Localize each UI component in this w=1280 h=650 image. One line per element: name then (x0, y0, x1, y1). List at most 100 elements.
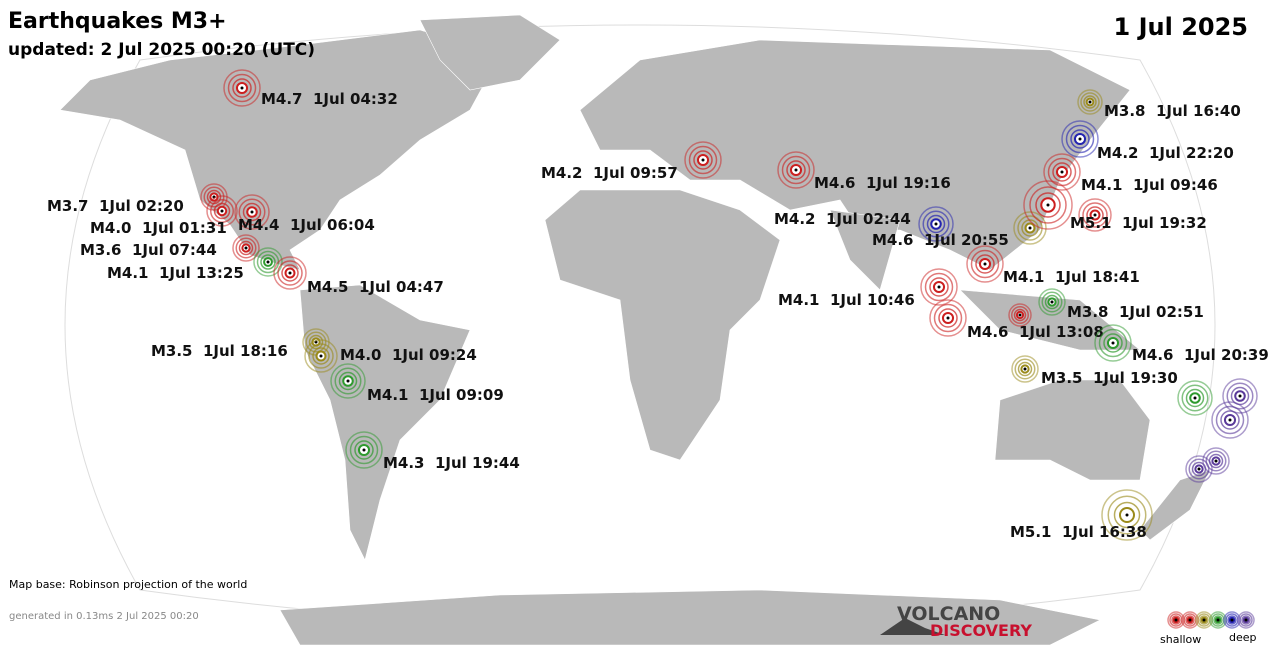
quake-marker (1101, 489, 1153, 541)
marker-ring (1101, 489, 1153, 541)
marker-ring (1107, 495, 1147, 535)
quake-marker (1222, 378, 1258, 414)
quake-marker (330, 363, 366, 399)
marker-ring (253, 247, 283, 277)
marker-ring (330, 363, 366, 399)
marker-ring (970, 249, 1000, 279)
marker-ring (1008, 303, 1032, 327)
marker-ring (232, 234, 260, 262)
marker-ring (354, 440, 374, 460)
quake-label: M4.6 1Jul 20:39 (1132, 346, 1269, 364)
marker-ring (1094, 324, 1132, 362)
marker-ring (234, 194, 270, 230)
marker-dot (1093, 213, 1097, 217)
quake-label: M4.0 1Jul 01:31 (90, 219, 227, 237)
marker-ring (1222, 378, 1258, 414)
marker-ring (281, 264, 299, 282)
quake-marker (918, 206, 954, 242)
continents (59, 14, 1211, 646)
quake-marker (223, 69, 261, 107)
marker-dot (1050, 300, 1054, 304)
marker-ring (1035, 192, 1061, 218)
marker-dot (1023, 367, 1027, 371)
marker-ring (1014, 358, 1036, 380)
updated: updated: 2 Jul 2025 00:20 (UTC) (8, 40, 315, 60)
marker-ring (334, 367, 362, 395)
marker-ring (1080, 92, 1100, 112)
quake-label: M4.3 1Jul 19:44 (383, 454, 520, 472)
quake-marker (920, 268, 958, 306)
marker-ring (1070, 129, 1090, 149)
quake-marker (1094, 324, 1132, 362)
quake-marker (206, 195, 238, 227)
marker-dot (1230, 618, 1234, 622)
marker-ring (1044, 294, 1060, 310)
quake-label: M4.6 1Jul 13:08 (967, 323, 1104, 341)
marker-ring (338, 371, 358, 391)
marker-ring (273, 256, 307, 290)
quake-marker (304, 339, 338, 373)
marker-ring (1029, 186, 1067, 224)
marker-ring (304, 339, 338, 373)
quake-marker (1185, 455, 1213, 483)
marker-ring (206, 195, 238, 227)
marker-ring (1083, 95, 1097, 109)
marker-ring (781, 155, 811, 185)
marker-ring (1241, 615, 1251, 625)
marker-ring (1041, 291, 1063, 313)
marker-ring (1185, 615, 1195, 625)
marker-dot (288, 271, 292, 275)
marker-ring (933, 303, 963, 333)
quake-marker (1011, 355, 1039, 383)
map-base-note: Map base: Robinson projection of the wor… (9, 578, 247, 591)
marker-dot (1018, 313, 1022, 317)
marker-dot (1046, 203, 1050, 207)
logo-line2: DISCOVERY (930, 621, 1032, 640)
marker-ring (349, 435, 379, 465)
marker-ring (966, 245, 1004, 283)
marker-ring (1077, 89, 1103, 115)
marker-ring (786, 160, 806, 180)
quake-marker (1177, 380, 1213, 416)
marker-ring (1013, 211, 1047, 245)
logo-icon (880, 618, 945, 635)
marker-dot (1188, 618, 1192, 622)
quake-marker (1202, 447, 1230, 475)
marker-ring (1239, 613, 1253, 627)
marker-ring (920, 268, 958, 306)
marker-dot (1125, 513, 1129, 517)
marker-ring (1061, 120, 1099, 158)
marker-ring (277, 260, 303, 286)
marker-ring (210, 199, 234, 223)
marker-dot (346, 379, 350, 383)
quake-label: M4.7 1Jul 04:32 (261, 90, 398, 108)
marker-dot (1214, 459, 1218, 463)
quake-marker (1211, 401, 1249, 439)
marker-ring (238, 198, 266, 226)
marker-ring (1177, 380, 1213, 416)
marker-ring (1113, 501, 1141, 529)
logo-line1: VOLCANO (897, 603, 1000, 625)
marker-dot (1238, 394, 1242, 398)
quake-marker (1023, 180, 1073, 230)
quake-marker (273, 256, 307, 290)
marker-ring (922, 210, 950, 238)
quake-marker (1038, 288, 1066, 316)
quake-label: M3.8 1Jul 02:51 (1067, 303, 1204, 321)
marker-dot (266, 260, 270, 264)
quake-label: M4.0 1Jul 09:24 (340, 346, 477, 364)
marker-ring (260, 254, 276, 270)
quake-label: M3.6 1Jul 07:44 (80, 241, 217, 259)
marker-ring (1202, 447, 1230, 475)
marker-ring (235, 237, 257, 259)
quake-marker (1008, 303, 1032, 327)
quake-marker (1237, 611, 1255, 629)
legend-shallow: shallow (1160, 633, 1201, 646)
quake-label: M4.2 1Jul 02:44 (774, 210, 911, 228)
marker-ring (938, 308, 958, 328)
marker-ring (1215, 405, 1245, 435)
marker-dot (983, 262, 987, 266)
marker-ring (242, 202, 262, 222)
marker-dot (1228, 418, 1232, 422)
